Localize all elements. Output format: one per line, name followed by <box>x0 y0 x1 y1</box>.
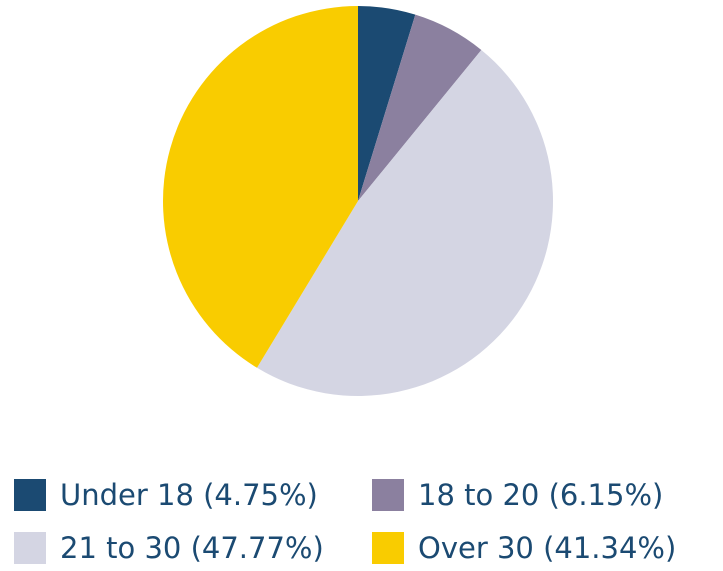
legend-label: 21 to 30 (47.77%) <box>60 531 324 565</box>
legend-swatch <box>372 479 404 511</box>
legend-label: Over 30 (41.34%) <box>418 531 676 565</box>
legend-swatch <box>372 532 404 564</box>
legend-swatch <box>14 532 46 564</box>
pie-slice <box>358 6 416 201</box>
legend-label: Under 18 (4.75%) <box>60 478 318 512</box>
pie-slice <box>358 14 482 201</box>
legend-label: 18 to 20 (6.15%) <box>418 478 663 512</box>
pie-slice <box>163 6 358 368</box>
pie-slice <box>257 49 554 397</box>
legend-swatch <box>14 479 46 511</box>
